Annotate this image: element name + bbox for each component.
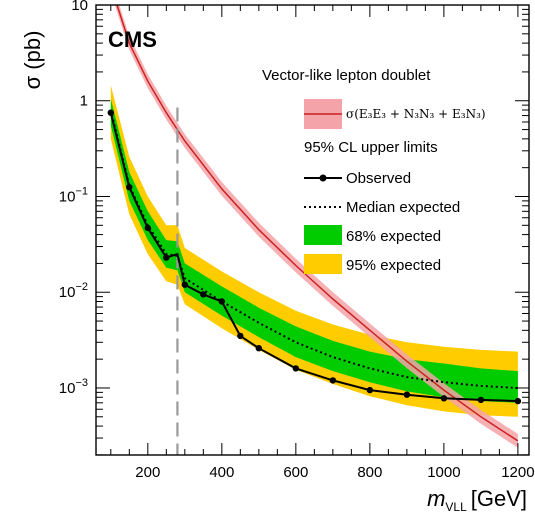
y-tick-exponent: −1 [75,185,88,197]
theory-line [116,5,519,442]
observed-point [126,184,133,191]
legend-band68-swatch [304,225,342,245]
observed-point [163,254,170,261]
x-axis-title-unit: [GeV] [471,486,527,511]
observed-point [218,298,225,305]
plot-content [107,5,522,455]
legend-band68-label: 68% expected [346,228,441,245]
observed-point [107,109,115,116]
x-tick-label: 600 [283,464,308,481]
y-tick-exponent: −2 [75,281,88,293]
x-axis-title-sub: VLL [445,500,467,514]
observed-point [514,397,522,405]
y-tick-label: 10−3 [59,377,88,397]
observed-point [255,345,262,352]
observed-point [292,365,299,372]
observed-point [366,386,374,394]
x-axis-title: mVLL [GeV] [427,486,527,514]
legend-header: 95% CL upper limits [304,139,438,156]
plot-area [107,5,522,455]
y-tick-base: 10 [59,380,76,397]
y-tick-base: 10 [71,0,88,14]
legend-median-label: Median expected [346,199,460,216]
observed-point [440,395,448,402]
observed-point [237,332,244,340]
band-68 [110,98,518,403]
observed-point [181,281,188,288]
y-tick-label: 10−1 [59,185,88,205]
legend-title: Vector-like lepton doublet [262,67,431,84]
y-tick-base: 1 [80,93,88,110]
plot-frame [95,4,530,456]
legend-observed-label: Observed [346,170,411,187]
y-tick-base: 10 [59,188,76,205]
legend-theory-label: σ(E₃E₃ + N₃N₃ + E₃N₃) [346,107,486,121]
x-tick-label: 1200 [501,464,534,481]
x-tick-label: 400 [209,464,234,481]
x-tick-label: 800 [357,464,382,481]
y-tick-label: 10−2 [59,281,88,301]
x-tick-label: 200 [135,464,160,481]
median-expected-line [109,109,518,389]
observed-point [477,396,485,404]
observed-point [144,224,151,232]
legend-observed-marker [319,174,327,182]
y-tick-exponent: −3 [75,377,88,389]
y-tick-label: 10 [71,0,88,14]
cms-label: CMS [108,27,157,52]
axes: 2004006008001000120010210110−110−210−3 [59,0,535,481]
x-tick-label: 1000 [427,464,460,481]
legend: Vector-like lepton doublet σ(E₃E₃ + N₃N₃… [262,67,486,274]
legend-band95-label: 95% expected [346,257,441,274]
y-tick-label: 1 [80,93,88,110]
legend-band95-swatch [304,254,342,274]
observed-point [403,391,411,398]
observed-point [200,291,207,298]
y-axis-title: σ (pb) [20,31,45,90]
y-tick-base: 10 [59,284,76,301]
observed-point [329,377,337,384]
x-axis-title-var: m [427,486,445,511]
